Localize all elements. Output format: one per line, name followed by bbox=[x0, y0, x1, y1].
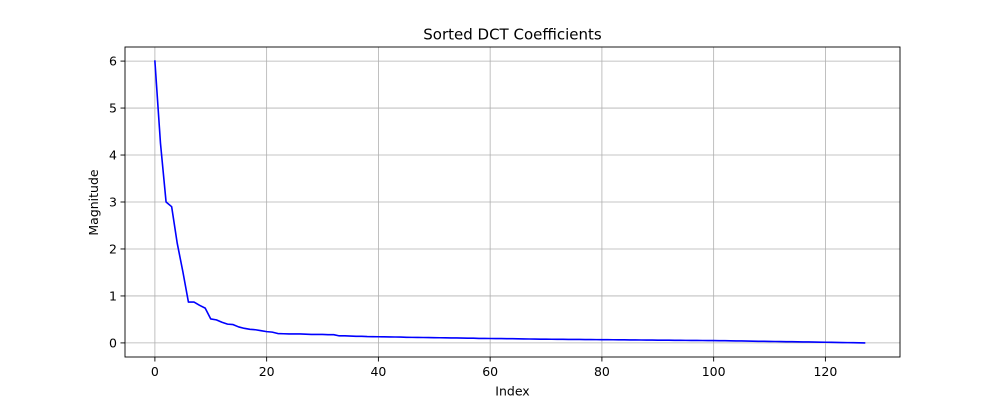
y-tick-label: 4 bbox=[109, 148, 117, 163]
y-tick-label: 5 bbox=[109, 101, 117, 116]
x-tick-label: 100 bbox=[702, 364, 726, 379]
axis-ticks: 0 20 40 60 80 100 120 0 1 2 3 4 5 6 bbox=[109, 54, 837, 379]
plot-series bbox=[154, 60, 866, 344]
y-tick-label: 0 bbox=[109, 335, 117, 350]
y-tick-label: 2 bbox=[109, 241, 117, 256]
y-tick-label: 1 bbox=[109, 288, 117, 303]
chart-title: Sorted DCT Coefficients bbox=[423, 26, 602, 44]
grid-lines bbox=[125, 47, 900, 357]
y-tick-label: 3 bbox=[109, 195, 117, 210]
x-tick-label: 0 bbox=[151, 364, 159, 379]
x-axis-title: Index bbox=[495, 384, 529, 399]
x-tick-label: 120 bbox=[813, 364, 837, 379]
x-tick-label: 40 bbox=[370, 364, 386, 379]
x-tick-label: 60 bbox=[482, 364, 498, 379]
x-tick-label: 20 bbox=[259, 364, 275, 379]
series-line-0 bbox=[154, 60, 866, 344]
x-tick-label: 80 bbox=[594, 364, 610, 379]
y-axis-title: Magnitude bbox=[86, 169, 101, 236]
y-tick-label: 6 bbox=[109, 54, 117, 69]
